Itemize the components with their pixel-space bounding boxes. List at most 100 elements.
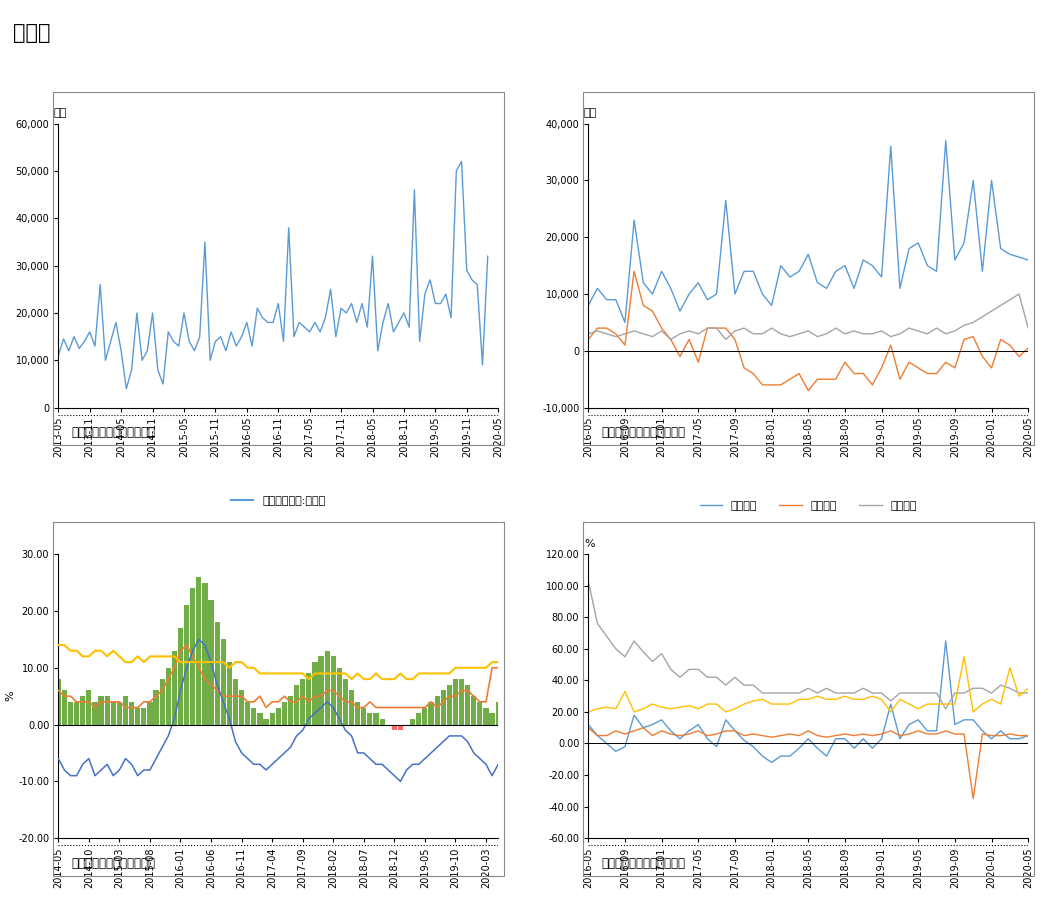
企业短期贷款占比 [728,725,741,736]
居民户中长期贷款占比 [931,688,943,699]
居民户短期贷款占比 [793,730,806,741]
表内融资 [591,283,604,294]
企业中长期贷款占比 [637,703,650,714]
表外融资 [600,322,613,333]
Bar [110,702,116,725]
表内融资 [728,289,741,300]
居民户中长期贷款占比 [701,671,713,682]
表外融资 [912,363,924,374]
Bar [214,622,219,725]
企业短期贷款占比 [801,733,814,744]
居民户短期贷款占比 [673,730,686,741]
企业中长期贷款占比 [811,691,824,702]
表外融资 [820,374,833,385]
直接融资 [921,328,934,339]
表内融资 [683,289,695,300]
居民户中长期贷款占比 [775,688,788,699]
直接融资 [931,322,943,333]
直接融资 [683,325,695,336]
居民户短期贷款占比 [720,725,732,736]
表内融资 [775,260,788,271]
居民户中长期贷款占比 [838,688,851,699]
表外融资 [894,374,906,385]
Bar [453,679,458,725]
企业短期贷款占比 [619,741,632,752]
企业短期贷款占比 [967,714,979,725]
居民户短期贷款占比 [692,725,705,736]
表内融资 [783,271,796,282]
Text: 数据来源：中诚信国际整理: 数据来源：中诚信国际整理 [71,426,156,440]
企业短期贷款占比 [710,741,723,752]
企业短期贷款占比 [921,725,934,736]
Bar [318,657,323,725]
Bar [459,679,464,725]
表内融资 [801,249,814,260]
直接融资 [728,325,741,336]
企业短期贷款占比 [1004,733,1017,744]
企业短期贷款占比 [628,710,640,721]
Bar [220,639,226,725]
企业短期贷款占比 [655,714,668,725]
企业短期贷款占比 [747,741,760,752]
直接融资 [976,311,989,322]
表外融资 [811,374,824,385]
直接融资 [747,328,760,339]
表外融资 [838,356,851,367]
Line: 居民户短期贷款占比: 居民户短期贷款占比 [588,727,1028,799]
Bar [422,707,427,725]
居民户短期贷款占比 [884,725,897,736]
Bar [154,691,159,725]
表外融资 [866,379,879,390]
企业中长期贷款占比 [701,699,713,710]
直接融资 [967,317,979,328]
表外融资 [884,340,897,351]
居民户短期贷款占比 [957,728,970,739]
Bar [56,679,60,725]
Bar [379,719,385,725]
企业短期贷款占比 [884,699,897,710]
表外融资 [994,334,1007,345]
Text: 图 3：M2 与 M1 走势: 图 3：M2 与 M1 走势 [219,531,337,546]
企业中长期贷款占比 [619,686,632,697]
Bar [238,691,244,725]
企业短期贷款占比 [912,714,924,725]
Text: 附表：: 附表： [13,23,50,43]
企业中长期贷款占比 [793,693,806,704]
Text: 图 2：表内表外与直接融资走势: 图 2：表内表外与直接融资走势 [746,101,870,115]
直接融资 [610,332,622,343]
企业中长期贷款占比 [655,702,668,713]
企业中长期贷款占比 [665,703,677,714]
居民户短期贷款占比 [949,728,961,739]
居民户短期贷款占比 [866,730,879,741]
企业短期贷款占比 [876,733,888,744]
Text: 亿元: 亿元 [54,108,67,118]
表外融资 [829,374,842,385]
Bar [160,679,164,725]
居民户短期贷款占比 [591,730,604,741]
企业中长期贷款占比 [976,699,989,710]
Bar [465,685,471,725]
表内融资 [665,283,677,294]
Bar [117,702,122,725]
直接融资 [619,328,632,339]
Line: 居民户中长期贷款占比: 居民户中长期贷款占比 [588,581,1028,709]
Text: 亿元: 亿元 [584,108,597,118]
企业短期贷款占比 [848,743,861,754]
表内融资 [582,300,595,311]
企业短期贷款占比 [701,733,713,744]
表内融资 [967,175,979,186]
表外融资 [637,300,650,311]
Bar [251,707,257,725]
居民户中长期贷款占比 [921,688,934,699]
企业中长期贷款占比 [775,699,788,710]
直接融资 [647,332,659,343]
企业中长期贷款占比 [939,699,952,710]
Bar [294,685,299,725]
Bar [410,719,416,725]
表外融资 [765,379,778,390]
Bar [172,650,177,725]
企业短期贷款占比 [931,725,943,736]
企业短期贷款占比 [683,725,695,736]
企业中长期贷款占比 [866,691,879,702]
Bar [288,696,293,725]
